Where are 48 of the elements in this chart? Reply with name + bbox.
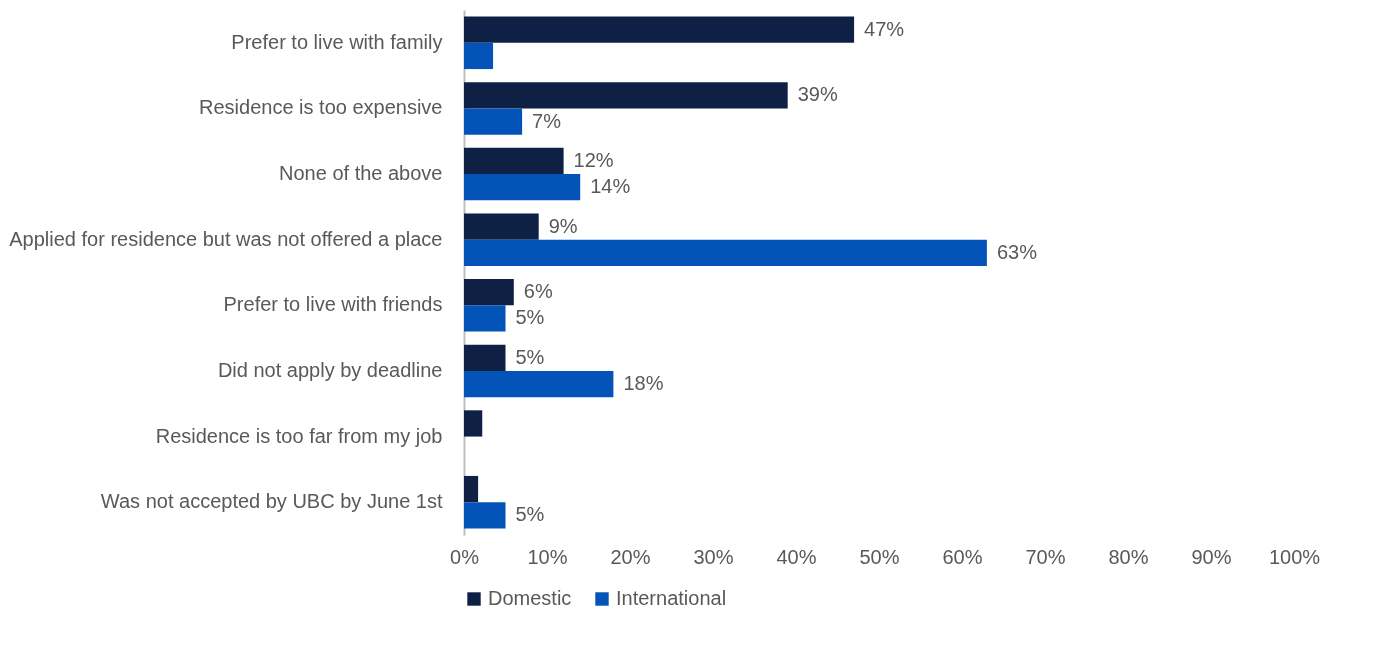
y-tick-label: None of the above xyxy=(279,162,443,185)
data-label: 5% xyxy=(515,345,545,368)
bar xyxy=(464,344,506,371)
data-label: 39% xyxy=(797,83,838,106)
data-label: 18% xyxy=(623,372,664,395)
x-tick-label: 0% xyxy=(450,545,480,568)
y-tick-label: Did not apply by deadline xyxy=(217,358,443,381)
x-tick-label: 30% xyxy=(693,545,734,568)
bar xyxy=(464,108,523,135)
x-tick-label: 100% xyxy=(1268,545,1321,568)
bar xyxy=(464,410,483,437)
y-tick-label: Prefer to live with family xyxy=(231,30,443,53)
data-label: 7% xyxy=(532,109,562,132)
y-tick-label: Applied for residence but was not offered a place xyxy=(9,227,443,250)
bar xyxy=(464,239,987,266)
bar xyxy=(464,174,581,201)
x-tick-label: 40% xyxy=(776,545,817,568)
x-tick-label: 90% xyxy=(1191,545,1232,568)
y-tick-label: Residence is too far from my job xyxy=(155,424,443,447)
y-tick-label: Residence is too expensive xyxy=(199,96,443,119)
bar xyxy=(464,42,494,70)
data-label: 6% xyxy=(523,280,553,303)
data-label: 9% xyxy=(548,214,578,237)
data-label: 12% xyxy=(573,148,614,171)
x-tick-label: 50% xyxy=(859,545,900,568)
legend-label: Domestic xyxy=(488,587,572,609)
x-tick-label: 10% xyxy=(527,545,568,568)
data-label: 47% xyxy=(864,17,905,40)
bar xyxy=(464,16,855,43)
bar xyxy=(464,475,479,503)
data-label: 5% xyxy=(515,306,545,329)
bar xyxy=(464,279,514,306)
bar xyxy=(464,370,614,398)
data-label: 14% xyxy=(590,175,631,198)
legend-label: International xyxy=(616,587,727,609)
x-tick-label: 80% xyxy=(1108,545,1149,568)
y-tick-label: Prefer to live with friends xyxy=(223,293,443,316)
bar xyxy=(464,305,506,332)
y-tick-label: Was not accepted by UBC by June 1st xyxy=(100,490,443,513)
bar xyxy=(464,502,506,529)
x-tick-label: 20% xyxy=(610,545,651,568)
bar xyxy=(464,147,564,175)
bar xyxy=(464,82,788,109)
bar xyxy=(464,213,539,240)
x-tick-label: 60% xyxy=(942,545,983,568)
data-label: 63% xyxy=(996,240,1038,263)
x-tick-label: 70% xyxy=(1025,545,1066,568)
data-label: 5% xyxy=(515,503,545,526)
